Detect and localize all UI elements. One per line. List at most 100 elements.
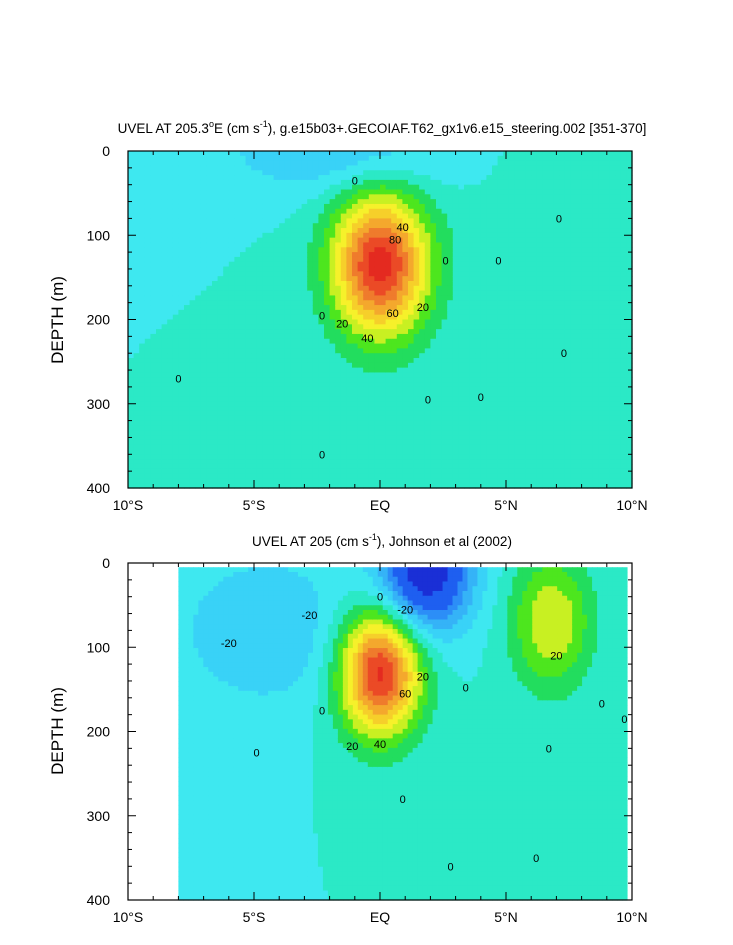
contour-cell — [172, 439, 179, 446]
contour-cell — [385, 473, 392, 479]
contour-cell — [133, 353, 140, 359]
contour-cell — [368, 382, 375, 388]
contour-cell — [464, 285, 471, 292]
contour-cell — [228, 213, 235, 219]
contour-cell — [497, 319, 504, 325]
contour-cell — [284, 343, 291, 349]
contour-cell — [228, 305, 235, 311]
contour-cell — [340, 295, 347, 301]
contour-cell — [251, 415, 258, 422]
contour-cell — [307, 454, 314, 460]
contour-cell — [447, 170, 454, 176]
contour-cell — [167, 252, 174, 258]
contour-cell — [469, 333, 476, 340]
contour-cell — [290, 396, 297, 402]
contour-cell — [133, 338, 140, 345]
contour-cell — [419, 358, 426, 364]
contour-cell — [329, 338, 336, 345]
contour-cell — [329, 155, 336, 162]
contour-cell — [195, 353, 202, 359]
contour-cell — [486, 228, 493, 234]
contour-cell — [223, 160, 230, 167]
contour-cell — [424, 333, 431, 340]
contour-cell — [318, 237, 325, 244]
contour-cell — [486, 444, 493, 451]
contour-cell — [139, 463, 146, 470]
contour-cell — [251, 430, 258, 436]
contour-cell — [195, 194, 202, 200]
contour-cell — [486, 348, 493, 354]
contour-cell — [520, 218, 527, 224]
contour-cell — [352, 386, 359, 393]
contour-cell — [178, 435, 185, 441]
contour-cell — [374, 420, 381, 427]
contour-cell — [189, 353, 196, 359]
contour-cell — [424, 261, 431, 268]
contour-cell — [492, 372, 499, 378]
contour-cell — [296, 189, 303, 195]
contour-cell — [324, 295, 331, 301]
contour-cell — [312, 199, 319, 205]
contour-cell — [391, 348, 398, 354]
contour-cell — [245, 459, 252, 465]
contour-cell — [184, 203, 191, 210]
contour-cell — [452, 410, 459, 417]
contour-cell — [167, 218, 174, 224]
contour-cell — [385, 367, 392, 374]
contour-cell — [240, 295, 247, 301]
contour-cell — [273, 358, 280, 364]
contour-cell — [402, 271, 409, 277]
contour-cell — [497, 410, 504, 417]
contour-cell — [234, 237, 241, 244]
contour-cell — [346, 382, 353, 388]
contour-cell — [480, 329, 487, 335]
contour-cell — [458, 473, 465, 479]
contour-cell — [318, 386, 325, 393]
contour-cell — [256, 415, 263, 422]
contour-cell — [195, 184, 202, 191]
contour-cell — [335, 420, 342, 427]
contour-cell — [419, 435, 426, 441]
contour-cell — [340, 232, 347, 239]
contour-cell — [340, 377, 347, 383]
contour-cell — [520, 223, 527, 229]
contour-cell — [408, 483, 415, 489]
contour-cell — [492, 459, 499, 465]
contour-cell — [167, 256, 174, 263]
contour-cell — [128, 324, 135, 330]
contour-cell — [284, 435, 291, 441]
contour-cell — [156, 483, 163, 489]
contour-cell — [212, 401, 219, 407]
contour-cell — [256, 377, 263, 383]
contour-cell — [262, 353, 269, 359]
contour-cell — [374, 305, 381, 311]
contour-cell — [217, 300, 224, 306]
contour-cell — [256, 454, 263, 460]
contour-cell — [301, 478, 308, 484]
contour-cell — [312, 483, 319, 489]
contour-cell — [172, 170, 179, 176]
contour-cell — [245, 372, 252, 378]
contour-cell — [268, 218, 275, 224]
contour-cell — [172, 247, 179, 253]
contour-cell — [340, 459, 347, 465]
contour-cell — [363, 170, 370, 176]
contour-cell — [329, 208, 336, 215]
contour-cell — [318, 242, 325, 248]
contour-cell — [318, 314, 325, 321]
contour-cell — [184, 401, 191, 407]
contour-cell — [402, 420, 409, 427]
contour-cell — [413, 449, 420, 455]
contour-cell — [458, 208, 465, 215]
contour-cell — [206, 478, 213, 484]
contour-cell — [212, 242, 219, 248]
contour-cell — [150, 401, 157, 407]
contour-cell — [430, 410, 437, 417]
contour-cell — [139, 478, 146, 484]
contour-cell — [385, 468, 392, 475]
contour-cell — [452, 382, 459, 388]
contour-cell — [206, 305, 213, 311]
contour-cell — [133, 439, 140, 446]
contour-cell — [340, 444, 347, 451]
contour-cell — [217, 199, 224, 205]
